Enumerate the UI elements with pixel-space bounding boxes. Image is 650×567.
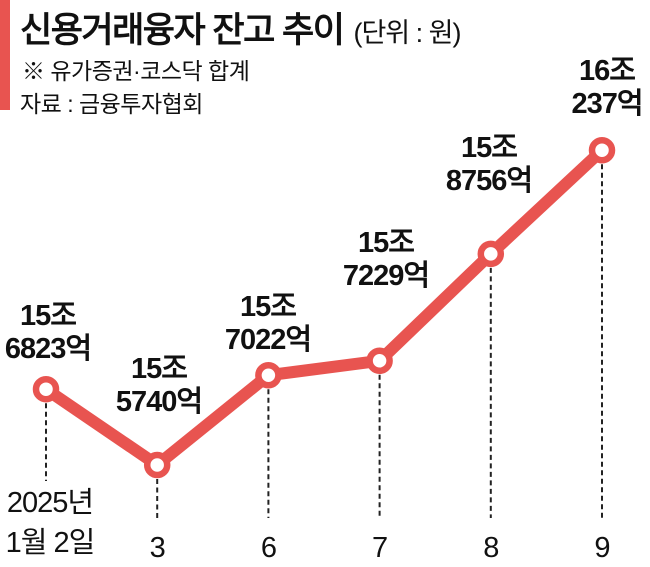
series-line <box>40 144 608 471</box>
x-axis-label: 6 <box>260 532 277 564</box>
accent-bar <box>0 0 10 110</box>
point-value-label: 15조 8756억 <box>445 132 533 197</box>
header: 신용거래융자 잔고 추이 (단위 : 원) <box>20 2 461 53</box>
point-value-label: 15조 5740억 <box>115 353 203 418</box>
data-point-marker <box>32 375 60 403</box>
source-note: 자료 : 금융투자협회 <box>20 91 203 117</box>
page-title: 신용거래융자 잔고 추이 <box>20 11 345 50</box>
data-point-marker <box>588 136 616 164</box>
point-value-label: 15조 6823억 <box>4 300 92 365</box>
data-point-marker <box>255 362 282 389</box>
x-axis-label: 8 <box>483 532 499 564</box>
x-axis-label: 7 <box>372 532 388 564</box>
data-point-marker <box>477 240 505 268</box>
x-axis-label: 9 <box>594 532 610 564</box>
data-point-marker <box>366 347 393 375</box>
unit-label: (단위 : 원) <box>353 18 461 48</box>
scope-note: ※ 유가증권·코스닥 합계 <box>22 58 250 84</box>
x-axis-label: 2025년 1월 2일 <box>5 487 96 559</box>
point-value-label: 15조 7022억 <box>224 291 312 356</box>
x-axis-label: 3 <box>149 532 166 564</box>
point-value-label: 15조 7229억 <box>342 227 430 292</box>
point-value-label: 16조 237억 <box>571 55 643 120</box>
data-point-marker <box>143 451 171 479</box>
